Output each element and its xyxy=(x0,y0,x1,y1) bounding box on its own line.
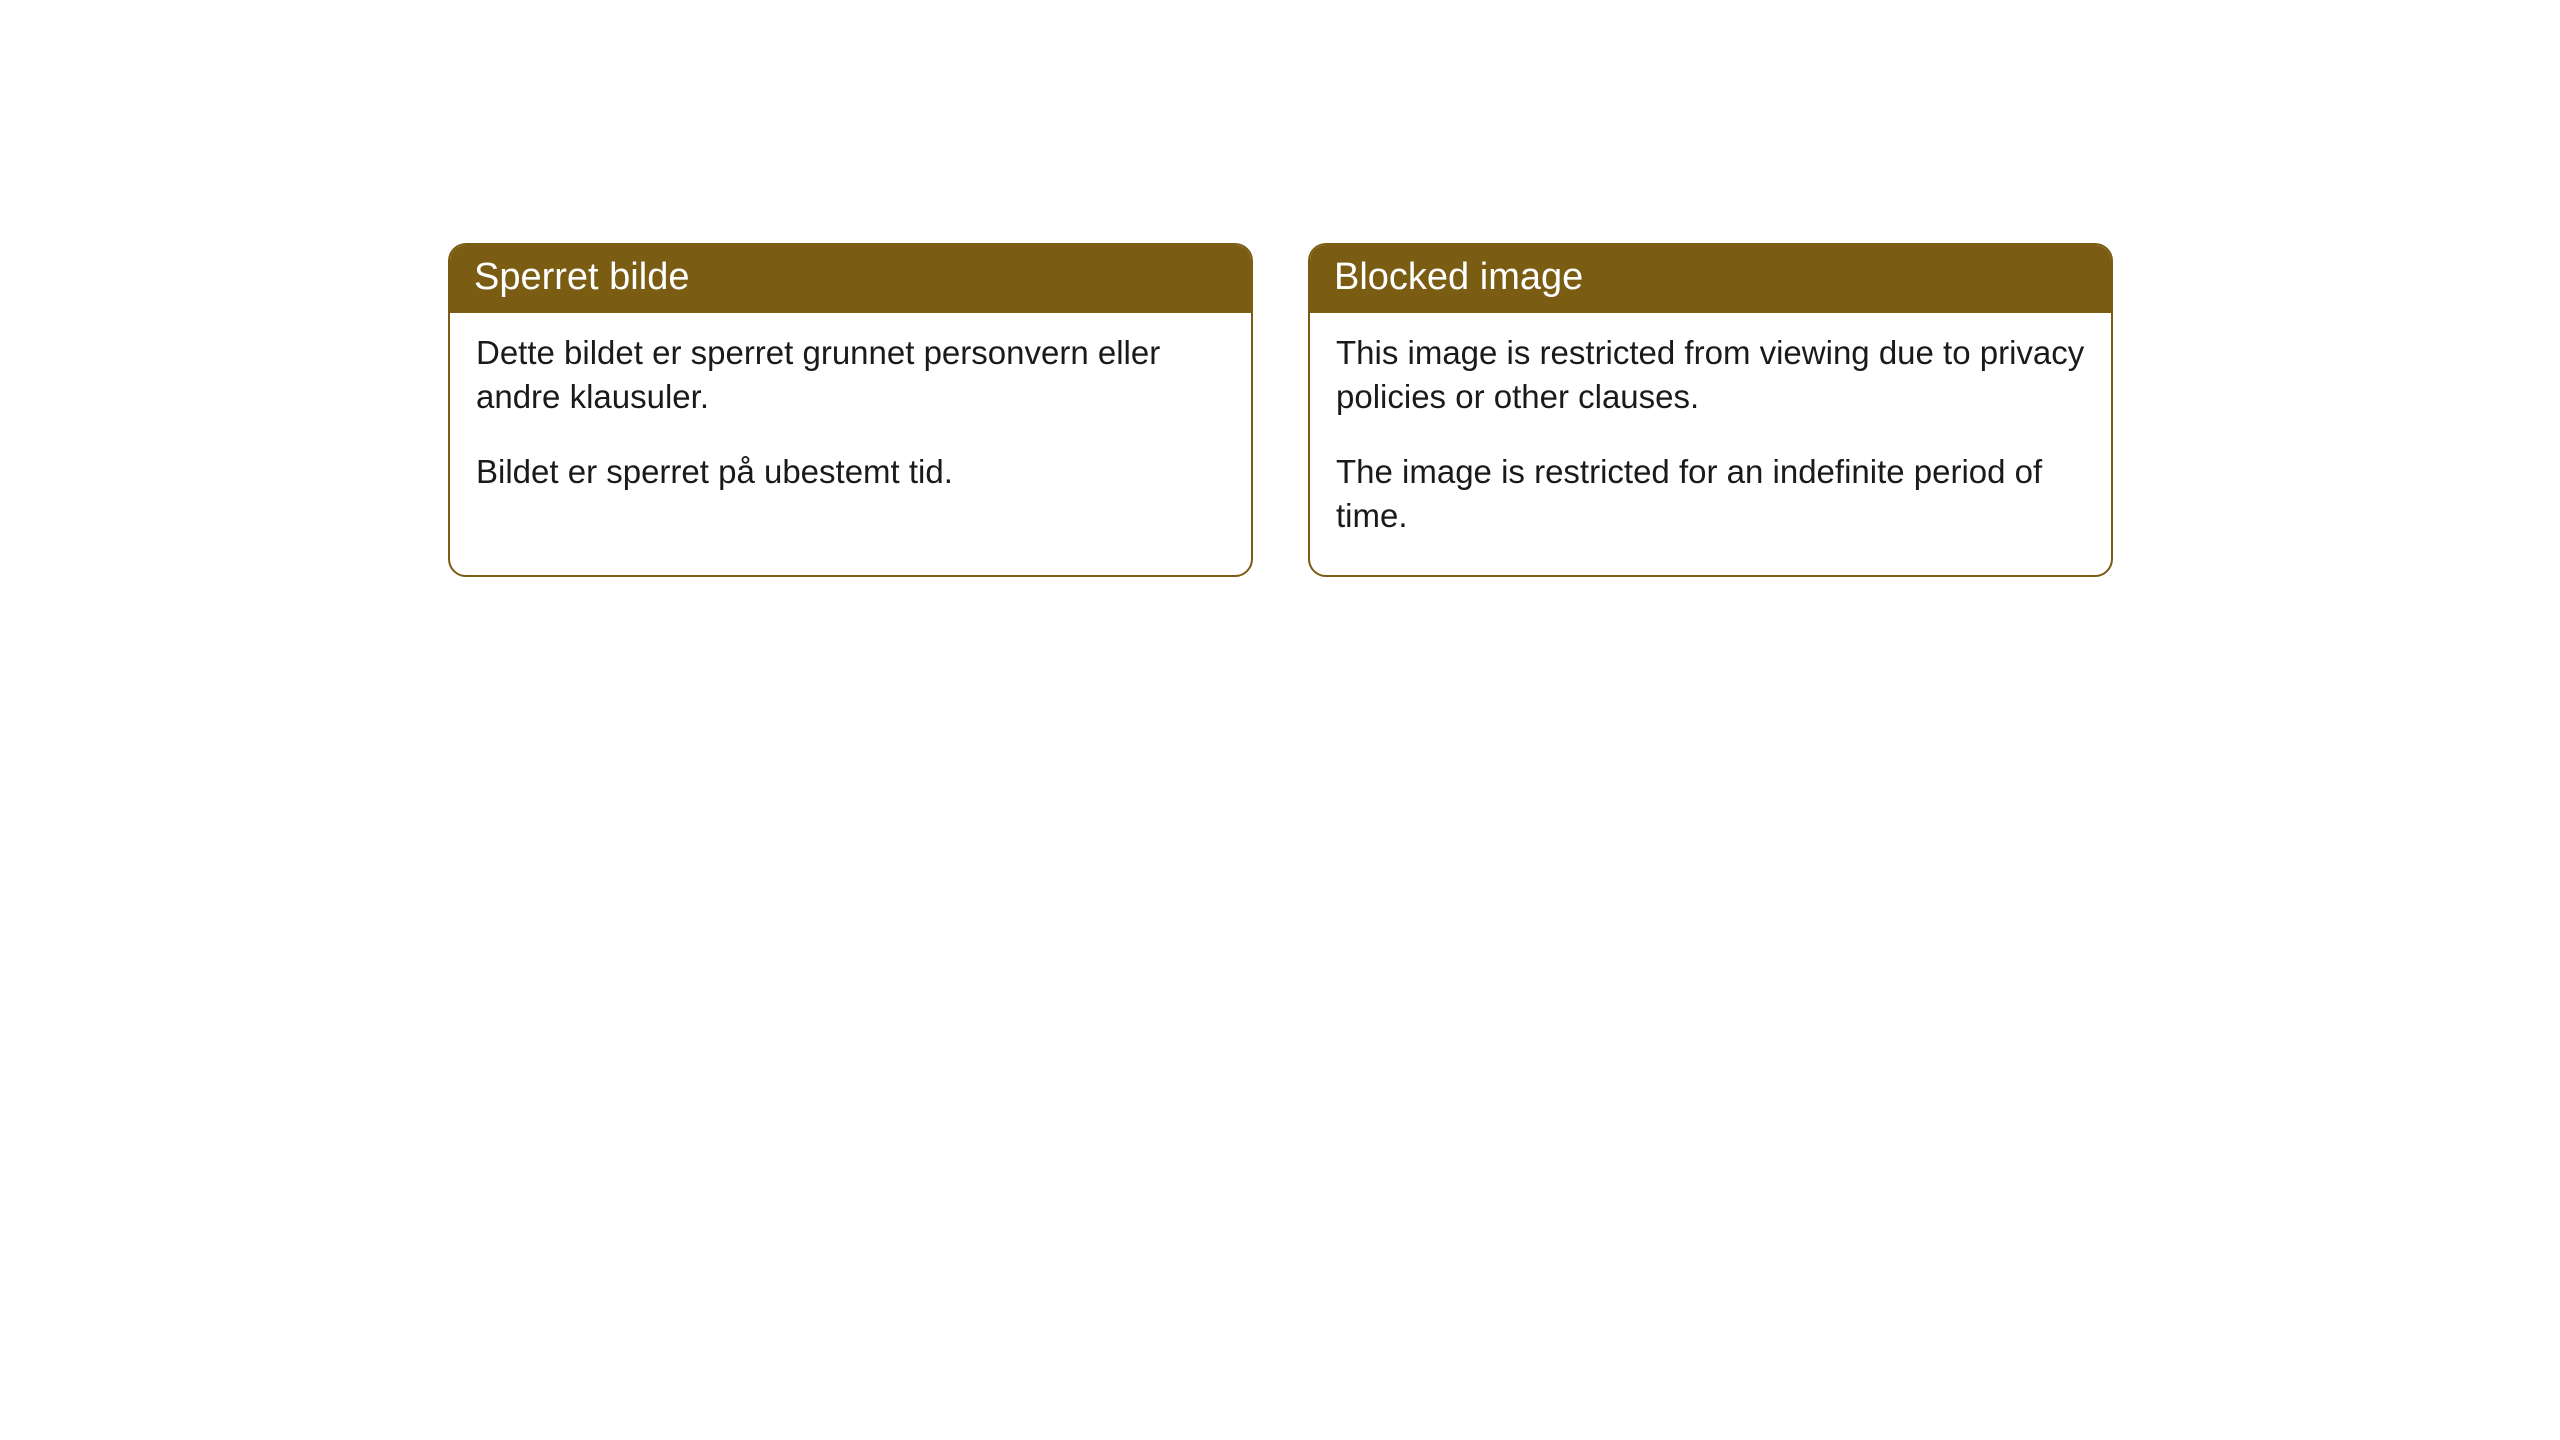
card-body-norwegian: Dette bildet er sperret grunnet personve… xyxy=(450,313,1251,531)
card-body-english: This image is restricted from viewing du… xyxy=(1310,313,2111,575)
notice-card-english: Blocked image This image is restricted f… xyxy=(1308,243,2113,577)
notice-cards-container: Sperret bilde Dette bildet er sperret gr… xyxy=(448,243,2113,577)
card-header-norwegian: Sperret bilde xyxy=(450,245,1251,313)
card-title: Sperret bilde xyxy=(474,256,689,298)
card-paragraph: Bildet er sperret på ubestemt tid. xyxy=(476,450,1225,495)
card-title: Blocked image xyxy=(1334,256,1583,298)
card-paragraph: The image is restricted for an indefinit… xyxy=(1336,450,2085,539)
notice-card-norwegian: Sperret bilde Dette bildet er sperret gr… xyxy=(448,243,1253,577)
card-header-english: Blocked image xyxy=(1310,245,2111,313)
card-paragraph: This image is restricted from viewing du… xyxy=(1336,331,2085,420)
card-paragraph: Dette bildet er sperret grunnet personve… xyxy=(476,331,1225,420)
